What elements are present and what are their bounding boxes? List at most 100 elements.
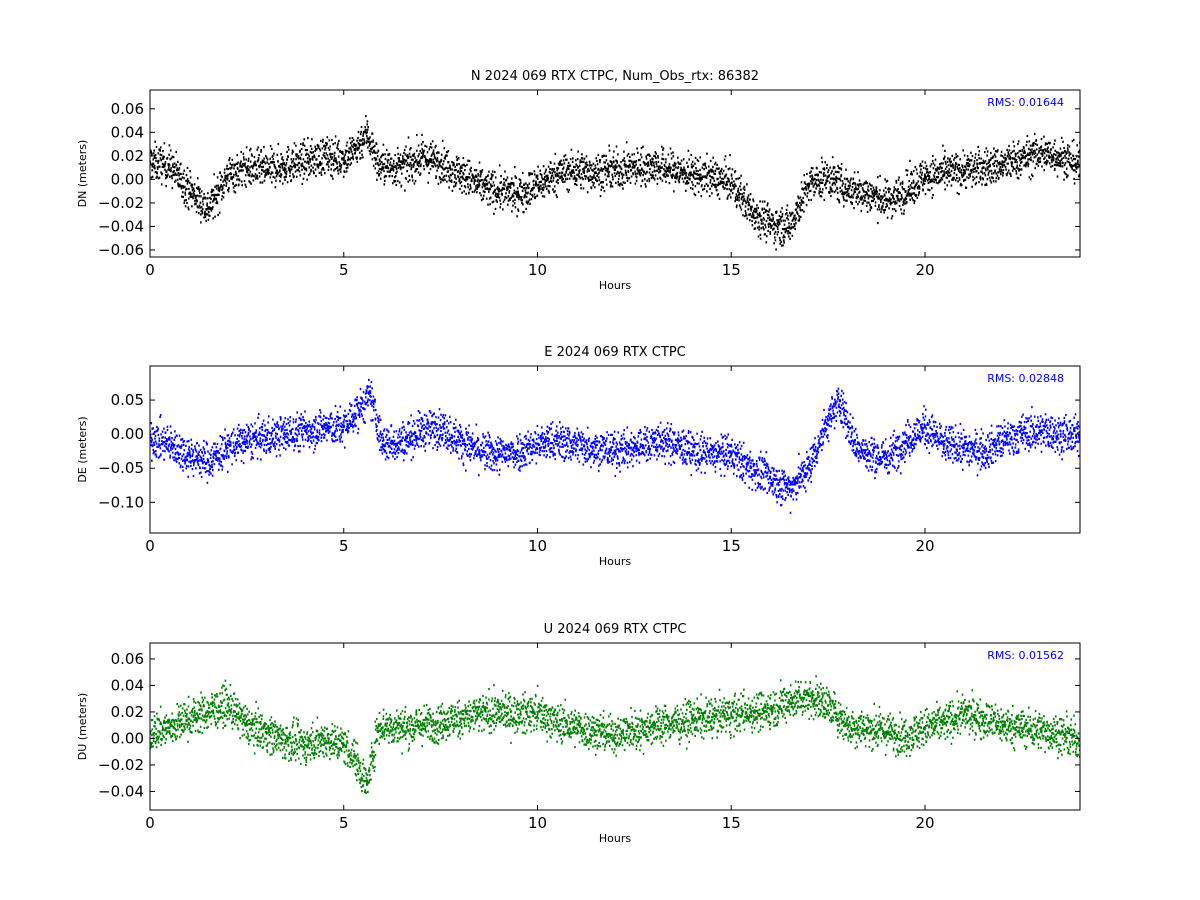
u-data-point	[187, 717, 190, 720]
n-data-point	[168, 164, 171, 167]
e-rms-annotation: RMS: 0.02848	[987, 372, 1064, 385]
e-data-point	[342, 426, 345, 429]
n-data-point	[575, 169, 578, 171]
e-x-axis-label: Hours	[599, 555, 631, 568]
u-data-point	[420, 724, 423, 727]
n-data-point	[885, 199, 888, 202]
e-data-point	[168, 443, 171, 446]
n-data-point	[846, 187, 849, 190]
e-axes-frame	[149, 365, 1081, 534]
n-x-tick-label: 15	[722, 261, 741, 279]
u-data-point	[904, 734, 907, 737]
n-data-point	[400, 166, 403, 169]
u-data-point	[323, 737, 326, 740]
u-data-point	[982, 717, 985, 720]
u-x-tick-label: 5	[339, 814, 349, 832]
n-data-point	[730, 181, 733, 184]
e-data-point	[1001, 440, 1004, 442]
n-y-tick-label: 0.04	[111, 123, 144, 141]
n-data-point	[555, 172, 558, 175]
e-data-point	[652, 440, 655, 442]
e-y-tick-label: −0.05	[98, 459, 144, 477]
n-data-point	[633, 166, 636, 169]
u-data-point	[691, 718, 694, 721]
n-data-point	[710, 176, 713, 178]
n-data-point	[459, 172, 461, 175]
u-scatter-points	[150, 675, 1080, 794]
u-data-point	[865, 726, 868, 729]
u-y-tick-label: −0.02	[98, 756, 144, 774]
u-data-point	[943, 721, 946, 724]
u-data-point	[594, 730, 597, 733]
e-data-point	[187, 453, 190, 456]
u-panel-title: U 2024 069 RTX CTPC	[544, 622, 687, 637]
u-data-point	[710, 716, 713, 719]
n-x-tick-label: 10	[528, 261, 547, 279]
n-data-point	[245, 166, 248, 169]
e-data-point	[420, 429, 423, 432]
e-y-axis-label: DE (meters)	[76, 416, 89, 482]
e-data-point	[439, 426, 442, 429]
e-data-point	[982, 450, 985, 453]
n-y-tick-label: −0.06	[98, 241, 144, 259]
e-data-point	[226, 446, 229, 449]
e-data-point	[769, 477, 771, 480]
u-data-point	[245, 724, 248, 727]
n-data-point	[354, 149, 357, 151]
u-data-point	[517, 713, 520, 716]
e-data-point	[354, 412, 357, 415]
u-data-point	[1020, 726, 1023, 729]
u-data-point	[354, 757, 357, 760]
n-data-point	[1001, 164, 1004, 167]
e-data-point	[827, 419, 830, 422]
e-panel-title: E 2024 069 RTX CTPC	[544, 345, 686, 360]
n-panel: N 2024 069 RTX CTPC, Num_Obs_rtx: 86382 0…	[76, 69, 1081, 292]
u-x-tick-label: 10	[528, 814, 547, 832]
u-data-point	[284, 740, 287, 743]
n-y-tick-label: 0.02	[111, 147, 144, 165]
n-y-tick-label: −0.04	[98, 217, 144, 235]
n-data-point	[982, 166, 985, 169]
n-data-point	[342, 157, 345, 160]
n-data-point	[749, 207, 752, 210]
e-data-point	[943, 443, 946, 446]
u-data-point	[459, 717, 461, 720]
e-data-point	[710, 453, 713, 456]
u-data-point	[265, 730, 268, 733]
e-data-point	[400, 440, 403, 442]
u-data-point	[633, 729, 636, 732]
u-y-axis-label: DU (meters)	[76, 693, 89, 760]
n-data-point	[865, 192, 868, 195]
u-x-tick-label: 15	[722, 814, 741, 832]
e-data-point	[614, 450, 616, 453]
n-data-point	[1059, 154, 1062, 157]
u-data-point	[807, 695, 810, 697]
u-data-point	[924, 726, 926, 729]
e-data-point	[555, 440, 558, 442]
u-rms-annotation: RMS: 0.01562	[987, 649, 1064, 662]
n-data-point	[788, 225, 791, 228]
u-data-point	[207, 710, 210, 713]
n-data-point	[672, 169, 675, 171]
e-data-point	[536, 443, 539, 446]
e-data-point	[807, 467, 810, 470]
e-panel: E 2024 069 RTX CTPC 0 5 10 15 20 −0.10 −0.05 0.0…	[76, 345, 1081, 568]
u-data-point	[168, 726, 171, 729]
e-x-tick-label: 5	[339, 537, 349, 555]
u-data-point	[536, 710, 539, 713]
n-x-tick-label: 0	[145, 261, 155, 279]
n-y-tick-label: 0.00	[111, 170, 144, 188]
e-data-point	[924, 426, 926, 429]
e-data-point	[369, 395, 372, 398]
n-data-point	[323, 154, 326, 157]
u-data-point	[575, 726, 578, 729]
u-x-tick-label: 20	[915, 814, 934, 832]
u-data-point	[885, 730, 888, 733]
n-data-point	[187, 187, 190, 190]
e-data-point	[633, 446, 636, 449]
e-x-tick-label: 10	[528, 537, 547, 555]
n-data-point	[827, 176, 830, 178]
n-data-point	[769, 223, 771, 226]
u-data-point	[672, 721, 675, 724]
